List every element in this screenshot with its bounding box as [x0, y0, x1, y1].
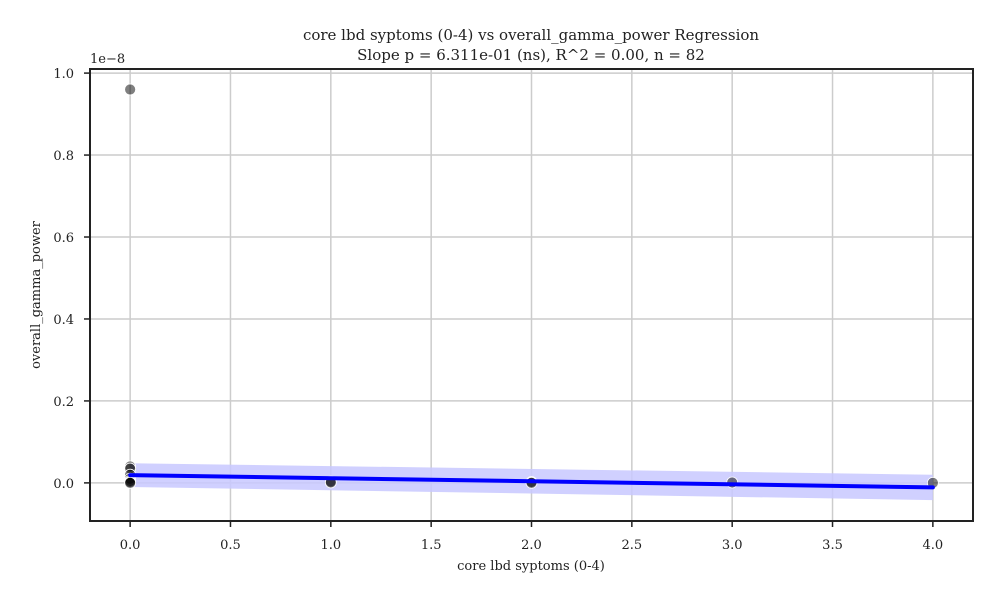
data-point — [124, 83, 137, 96]
x-tick-label: 1.5 — [421, 538, 442, 553]
y-tick-label: 0.8 — [53, 149, 74, 164]
x-tick-label: 0.5 — [220, 538, 241, 553]
x-tick-label: 0.0 — [120, 538, 141, 553]
y-tick-label: 0.6 — [53, 231, 74, 246]
chart-title: core lbd syptoms (0-4) vs overall_gamma_… — [303, 26, 759, 44]
x-axis-ticks: 0.0 0.5 1.0 1.5 2.0 2.5 3.0 3.5 4.0 — [120, 521, 943, 553]
y-offset-label: 1e−8 — [90, 52, 125, 67]
y-tick-label: 1.0 — [53, 67, 74, 82]
y-axis-ticks: 0.0 0.2 0.4 0.6 0.8 1.0 — [53, 67, 90, 492]
chart-subtitle: Slope p = 6.311e-01 (ns), R^2 = 0.00, n … — [357, 46, 705, 64]
x-tick-label: 2.0 — [521, 538, 542, 553]
x-tick-label: 2.5 — [621, 538, 642, 553]
y-axis-label: overall_gamma_power — [29, 220, 44, 369]
data-point — [124, 476, 137, 489]
grid — [90, 69, 973, 521]
x-tick-label: 1.0 — [320, 538, 341, 553]
x-axis-label: core lbd syptoms (0-4) — [457, 559, 605, 574]
regression-line — [128, 473, 935, 490]
x-tick-label: 3.5 — [822, 538, 843, 553]
x-tick-label: 3.0 — [722, 538, 743, 553]
regression-line-group — [128, 473, 935, 490]
y-tick-label: 0.4 — [53, 313, 74, 328]
y-tick-label: 0.0 — [53, 477, 74, 492]
x-tick-label: 4.0 — [923, 538, 944, 553]
y-tick-label: 0.2 — [53, 395, 74, 410]
